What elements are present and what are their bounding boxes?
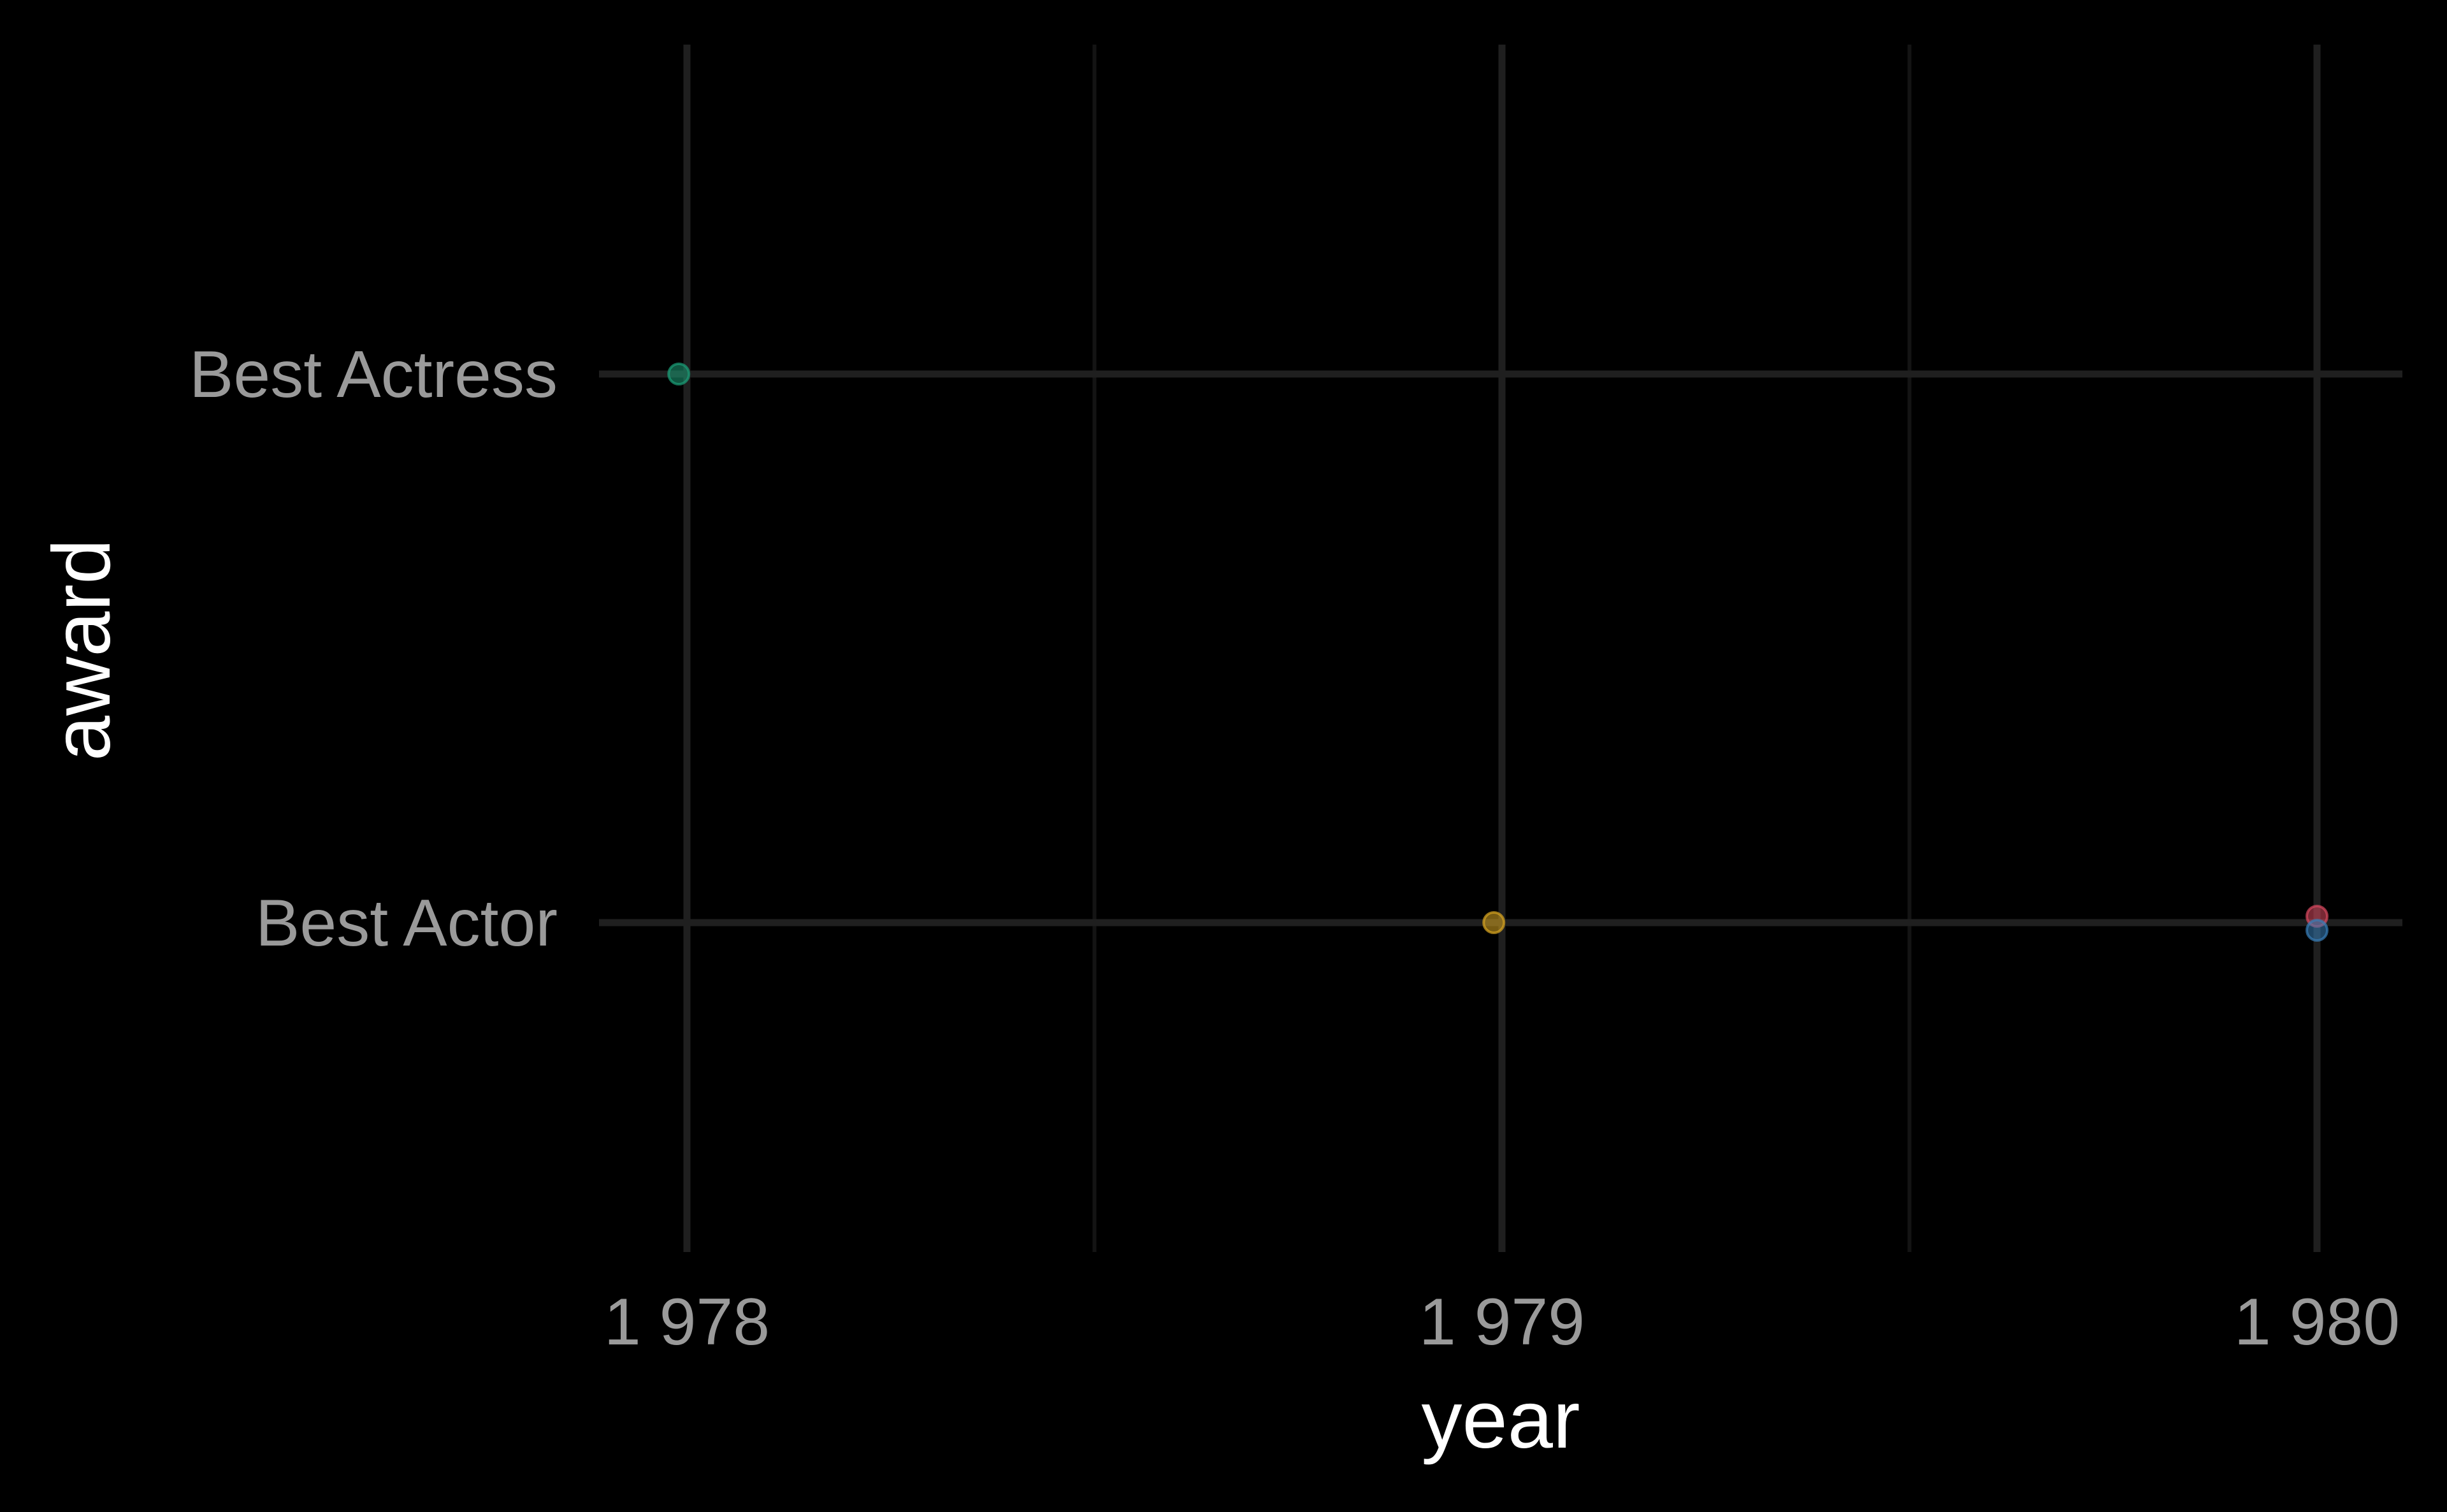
y-axis-title: award [36,539,127,761]
tick-labels: 1 978 1 979 1 980 Best Actor Best Actress [189,338,2400,1359]
points-layer [667,363,2328,942]
grid [599,45,2402,1252]
y-tick-label: Best Actor [256,886,558,960]
data-point [2306,919,2328,942]
x-tick-label: 1 980 [2234,1285,2400,1359]
x-tick-label: 1 978 [604,1285,770,1359]
data-point [667,363,691,385]
y-tick-label: Best Actress [189,338,558,412]
x-axis-title: year [1422,1374,1580,1465]
x-tick-label: 1 979 [1419,1285,1585,1359]
data-point [1482,911,1506,934]
